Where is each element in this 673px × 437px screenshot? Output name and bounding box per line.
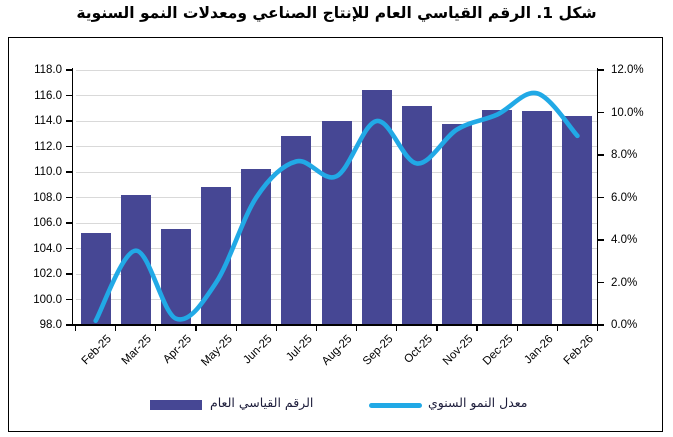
bar-Mar-25 [120, 194, 151, 325]
x-axis-tick [516, 325, 518, 331]
right-axis-tick [597, 154, 604, 156]
bar-Dec-25 [482, 109, 513, 325]
left-axis-tick [65, 145, 72, 148]
left-axis-label: 112.0 [34, 140, 62, 153]
chart-title: شكل 1. الرقم القياسي العام للإنتاج الصنا… [76, 4, 597, 22]
left-axis-label: 110.0 [34, 166, 62, 178]
gridline [75, 95, 598, 96]
left-axis-label: 106.0 [33, 217, 62, 229]
right-axis-label: 6.0% [611, 191, 638, 204]
left-axis-tick [65, 171, 72, 173]
left-axis-label: 114.0 [34, 115, 62, 127]
bar-Jan-26 [522, 110, 553, 325]
left-axis-tick [65, 273, 72, 275]
left-axis-tick [65, 247, 72, 250]
bar-Aug-25 [321, 121, 352, 325]
x-axis-tick [356, 325, 358, 331]
left-axis-label: 102.0 [33, 268, 62, 280]
x-axis-tick [556, 325, 558, 331]
x-axis-tick [115, 325, 117, 331]
left-axis-label: 98.0 [39, 319, 62, 331]
left-axis-tick [65, 298, 72, 301]
gridline [75, 69, 598, 71]
right-axis-label: 12.0% [611, 64, 644, 76]
x-axis-tick [596, 325, 599, 331]
legend-bar-label: الرقم القياسي العام [210, 395, 314, 410]
bar-Jul-25 [281, 136, 312, 325]
right-axis-label: 10.0% [611, 106, 644, 119]
bar-May-25 [201, 187, 232, 325]
x-axis-tick [195, 325, 197, 331]
x-axis-line [71, 324, 604, 326]
right-axis-tick [597, 69, 604, 71]
left-axis-label: 116.0 [34, 89, 62, 102]
x-axis-tick [235, 325, 237, 331]
bar-Jun-25 [241, 169, 272, 325]
left-axis-line [71, 68, 73, 325]
left-axis-tick [65, 324, 72, 326]
left-axis-tick [65, 196, 72, 199]
x-axis-tick [155, 325, 157, 331]
bar-Sep-25 [361, 90, 392, 325]
x-axis-tick [476, 325, 478, 331]
right-axis-tick [597, 239, 604, 241]
left-axis-label: 108.0 [33, 191, 62, 204]
x-axis-tick [275, 325, 277, 331]
legend-line-label: معدل النمو السنوي [428, 395, 528, 410]
left-axis-tick [65, 69, 72, 71]
left-axis-label: 104.0 [33, 242, 62, 255]
left-axis-tick [65, 222, 72, 224]
x-axis-tick [315, 325, 318, 331]
x-axis-tick [75, 325, 77, 331]
bar-Oct-25 [401, 105, 432, 325]
right-axis-label: 4.0% [611, 234, 638, 246]
x-axis-tick [396, 325, 398, 331]
legend-line-swatch [369, 403, 422, 408]
left-axis-label: 100.0 [33, 293, 62, 306]
right-axis-tick [597, 324, 604, 326]
x-axis-tick [436, 325, 438, 331]
bar-Feb-26 [562, 115, 593, 325]
bar-Nov-25 [441, 123, 472, 325]
legend-bar-swatch [150, 400, 202, 410]
bar-Feb-25 [80, 233, 111, 325]
left-axis-label: 118.0 [34, 64, 62, 76]
left-axis-tick [65, 94, 72, 97]
bar-Apr-25 [160, 229, 191, 325]
right-axis-line [597, 68, 599, 325]
left-axis-tick [65, 120, 72, 122]
right-axis-tick [597, 196, 604, 199]
right-axis-label: 2.0% [611, 276, 638, 289]
right-axis-tick [597, 111, 604, 114]
right-axis-tick [597, 281, 604, 284]
right-axis-label: 0.0% [611, 319, 638, 331]
right-axis-label: 8.0% [611, 149, 638, 161]
